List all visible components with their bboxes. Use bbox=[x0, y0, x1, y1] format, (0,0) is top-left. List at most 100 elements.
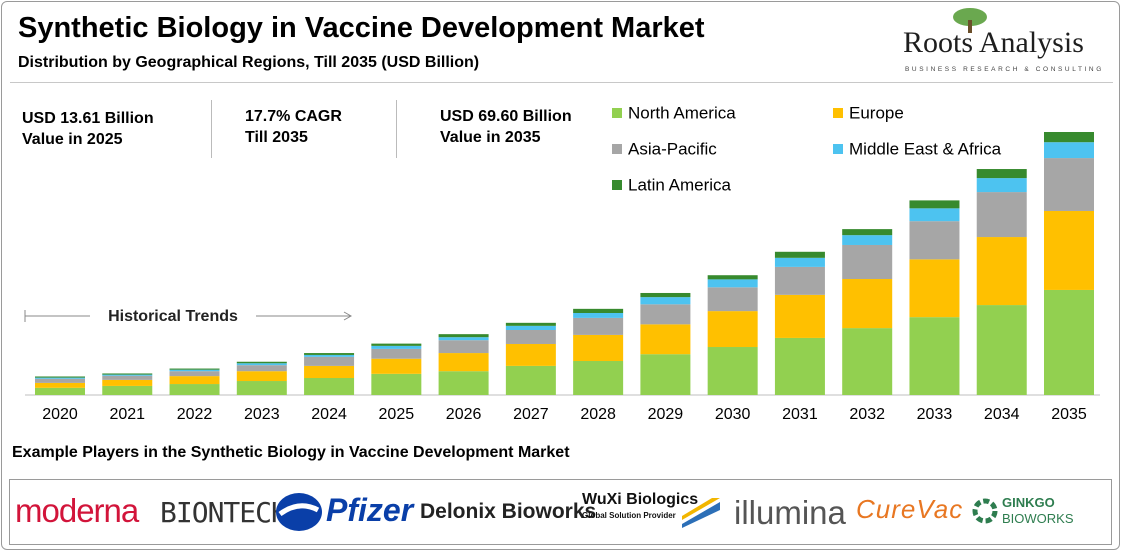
bar-segment bbox=[707, 311, 758, 348]
highlight-label: Value in 2035 bbox=[440, 129, 541, 146]
legend-swatch bbox=[612, 108, 622, 118]
x-tick-label: 2034 bbox=[984, 406, 1020, 423]
bar-segment bbox=[640, 297, 691, 305]
divider bbox=[396, 100, 397, 158]
bar-segment bbox=[640, 324, 691, 355]
bar-segment bbox=[35, 377, 85, 379]
bar-segment bbox=[640, 292, 691, 298]
x-tick-label: 2026 bbox=[446, 406, 482, 423]
x-tick-label: 2020 bbox=[42, 406, 78, 423]
bar-segment bbox=[909, 200, 960, 209]
logo-name: Roots Analysis bbox=[903, 26, 1084, 59]
bar-segment bbox=[1044, 210, 1094, 290]
bar-segment bbox=[573, 317, 624, 335]
x-tick-label: 2024 bbox=[311, 406, 347, 423]
bar-segment bbox=[304, 365, 355, 378]
bar-segment bbox=[976, 178, 1027, 193]
chart: Historical Trends 2020 2021 2022 2023 2024 20… bbox=[24, 103, 1100, 423]
logo-pfizer-icon bbox=[276, 493, 322, 531]
bar-segment bbox=[909, 221, 960, 260]
bar-segment bbox=[169, 371, 220, 377]
x-tick-label: 2033 bbox=[917, 406, 953, 423]
logo-ginkgo-icon bbox=[972, 498, 998, 524]
divider bbox=[211, 100, 212, 158]
bar-segment bbox=[102, 385, 153, 395]
bar-segment bbox=[304, 377, 355, 395]
legend-label: North America bbox=[628, 103, 736, 122]
bar-segment bbox=[169, 369, 220, 372]
bar-segment bbox=[976, 169, 1027, 179]
logo-tagline: BUSINESS RESEARCH & CONSULTING bbox=[905, 66, 1104, 73]
bar-segment bbox=[304, 354, 355, 357]
bar-segment bbox=[35, 378, 85, 383]
bar-segment bbox=[102, 379, 153, 386]
bar-segment bbox=[35, 376, 85, 378]
bar-segment bbox=[505, 325, 556, 331]
bar-segment bbox=[438, 340, 489, 354]
highlight: USD 69.60 Billion Value in 2035 bbox=[440, 106, 572, 148]
bar-segment bbox=[371, 348, 422, 359]
bar-segment bbox=[102, 373, 153, 375]
bar-segment bbox=[573, 308, 624, 314]
bar-segment bbox=[371, 373, 422, 395]
x-tick-label: 2028 bbox=[580, 406, 616, 423]
bar-segment bbox=[842, 229, 893, 236]
bar-segment bbox=[640, 304, 691, 325]
bar-segment bbox=[774, 251, 825, 258]
bar-segment bbox=[102, 375, 153, 380]
bar-segment bbox=[640, 354, 691, 395]
bar-segment bbox=[505, 343, 556, 366]
logo-curevac: CureVac bbox=[856, 494, 964, 524]
legend-label: Asia-Pacific bbox=[628, 139, 717, 158]
bar-segment bbox=[573, 360, 624, 395]
annotation-bg bbox=[90, 305, 256, 327]
bar-segment bbox=[371, 345, 422, 349]
bar-segment bbox=[236, 363, 287, 366]
x-tick-label: 2030 bbox=[715, 406, 751, 423]
highlight-label: Till 2035 bbox=[245, 129, 308, 146]
logo-moderna: moderna bbox=[15, 492, 139, 529]
bar-segment bbox=[236, 371, 287, 382]
bar-segment bbox=[304, 356, 355, 366]
legend-label: Middle East & Africa bbox=[849, 139, 1002, 158]
logo-wuxi-tag: Global Solution Provider bbox=[582, 511, 676, 520]
bar-segment bbox=[1044, 158, 1094, 211]
bar-segment bbox=[505, 330, 556, 344]
bar-segment bbox=[505, 365, 556, 395]
x-tick-label: 2035 bbox=[1051, 406, 1087, 423]
logo-biontech: BIONTECH bbox=[160, 496, 288, 529]
bar-segment bbox=[842, 328, 893, 395]
logo-wuxi: WuXi Biologics bbox=[582, 491, 699, 508]
bar-segment bbox=[505, 322, 556, 326]
bar-segment bbox=[102, 374, 153, 376]
bar-segment bbox=[169, 384, 220, 395]
logo-wuxi-icon bbox=[682, 498, 720, 528]
bar-segment bbox=[573, 334, 624, 361]
bar-segment bbox=[169, 376, 220, 385]
bar-segment bbox=[1044, 142, 1094, 159]
bar-segment bbox=[707, 347, 758, 395]
header-rule bbox=[10, 82, 1113, 83]
bar-segment bbox=[371, 343, 422, 346]
highlight: USD 13.61 Billion Value in 2025 bbox=[22, 108, 154, 150]
bar-segment bbox=[909, 317, 960, 395]
bar-segment bbox=[573, 313, 624, 318]
bar-segment bbox=[774, 257, 825, 267]
bar-segment bbox=[976, 237, 1027, 306]
x-tick-label: 2022 bbox=[177, 406, 213, 423]
highlight-label: Value in 2025 bbox=[22, 131, 123, 148]
x-tick-label: 2025 bbox=[379, 406, 415, 423]
x-tick-label: 2031 bbox=[782, 406, 818, 423]
legend-swatch bbox=[833, 144, 843, 154]
x-tick-label: 2021 bbox=[109, 406, 145, 423]
bar-segment bbox=[909, 208, 960, 222]
legend-label: Europe bbox=[849, 103, 904, 122]
bar-segment bbox=[976, 192, 1027, 238]
legend-swatch bbox=[612, 180, 622, 190]
bar-segment bbox=[774, 294, 825, 338]
annotation: Historical Trends bbox=[108, 308, 238, 325]
logo-ginkgo: GINKGO bbox=[1002, 495, 1055, 510]
bar-segment bbox=[842, 235, 893, 245]
highlight-value: USD 13.61 Billion bbox=[22, 110, 154, 127]
bar-segment bbox=[1044, 132, 1094, 143]
